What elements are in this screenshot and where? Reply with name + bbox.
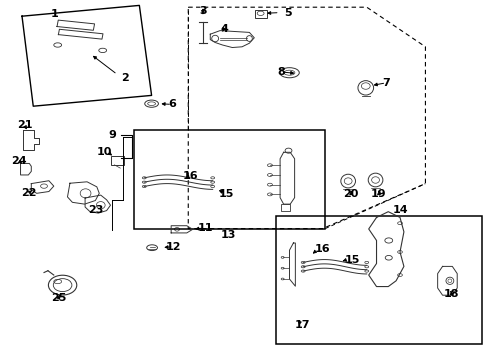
Text: 16: 16 (183, 171, 198, 181)
Text: 16: 16 (314, 244, 330, 254)
Text: 15: 15 (218, 189, 233, 199)
Text: 18: 18 (443, 289, 459, 300)
Text: 7: 7 (382, 78, 389, 88)
Text: 17: 17 (294, 320, 309, 330)
Text: 4: 4 (220, 24, 227, 34)
Bar (281, 204, 289, 211)
Text: 13: 13 (221, 230, 236, 240)
Bar (110, 156, 124, 165)
Text: 5: 5 (283, 8, 291, 18)
Text: 19: 19 (370, 189, 386, 199)
Text: 21: 21 (17, 120, 32, 130)
Bar (276, 216, 481, 344)
Text: 2: 2 (121, 73, 128, 83)
Text: 22: 22 (21, 188, 37, 198)
Text: 20: 20 (343, 189, 358, 199)
Bar (134, 130, 325, 229)
Text: 14: 14 (392, 204, 408, 215)
Text: 23: 23 (88, 204, 103, 215)
Bar (254, 10, 266, 18)
Text: 9: 9 (108, 130, 116, 140)
Text: 6: 6 (168, 99, 176, 109)
Text: 3: 3 (199, 6, 206, 16)
Text: 1: 1 (51, 9, 59, 19)
Text: 11: 11 (197, 223, 213, 233)
Text: 10: 10 (96, 147, 112, 157)
Text: 12: 12 (165, 242, 181, 252)
Text: 8: 8 (277, 67, 285, 77)
Text: 25: 25 (51, 293, 66, 303)
Text: 15: 15 (344, 255, 359, 265)
Text: 24: 24 (11, 156, 26, 166)
